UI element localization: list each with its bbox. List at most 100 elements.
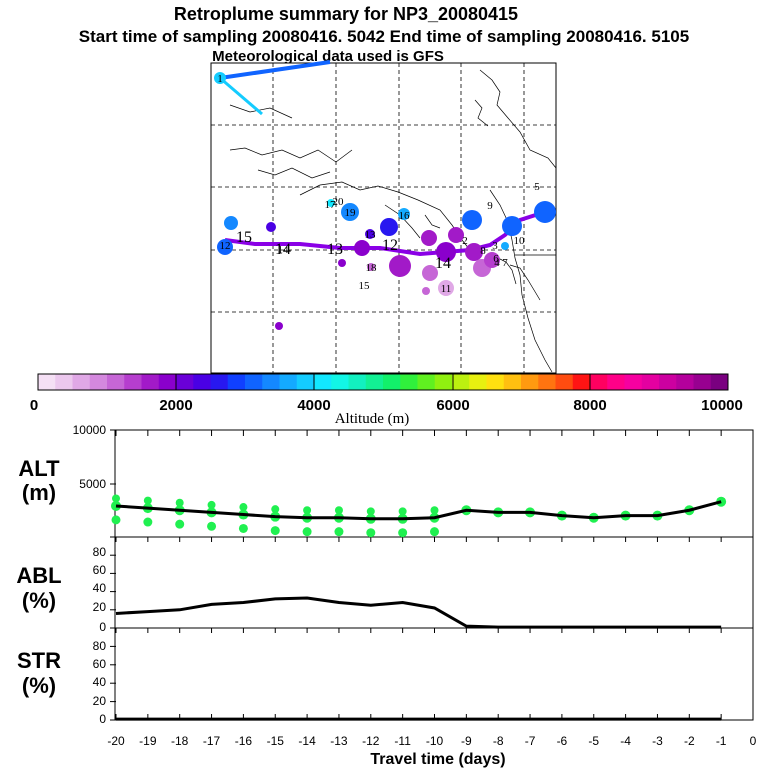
plume-label: 14 — [278, 244, 290, 256]
x-axis-tick-labels: -20 -19 -18 -17 -16 -15 -14 -13 -12 -11 -10 -9 -8 -7-… — [107, 734, 756, 748]
abl-tick-60: 60 — [93, 563, 107, 577]
plume-label: 12 — [220, 240, 231, 252]
colorbar-cell — [348, 374, 367, 390]
alt-tick-5000: 5000 — [79, 477, 106, 491]
plume-label-large: 14 — [435, 255, 451, 272]
alt-dot — [302, 527, 312, 537]
plume-label: 9 — [487, 200, 493, 212]
x-tick-label: -15 — [267, 734, 285, 748]
colorbar-cell — [72, 374, 91, 390]
colorbar-cell — [262, 374, 280, 390]
x-tick-label: -8 — [493, 734, 504, 748]
x-tick-label: -6 — [557, 734, 568, 748]
plume-marker — [275, 322, 283, 330]
x-tick-label: -11 — [394, 734, 411, 748]
x-tick-label: -14 — [298, 734, 316, 748]
alt-dot — [366, 507, 375, 516]
x-tick-label: -19 — [139, 734, 157, 748]
colorbar-cell — [641, 374, 660, 390]
plume-marker — [266, 222, 276, 232]
coastline-outlines — [229, 69, 557, 373]
alt-dot — [207, 521, 217, 531]
plume-marker — [462, 210, 482, 230]
plume-label: 8 — [480, 245, 486, 257]
alt-dot — [334, 527, 344, 537]
x-tick-label: -12 — [362, 734, 380, 748]
plume-marker — [341, 203, 359, 221]
plume-marker — [502, 216, 522, 236]
alt-dot — [270, 526, 280, 536]
alt-series-line — [115, 500, 722, 521]
colorbar-cell — [296, 374, 315, 390]
plume-label: 7 — [502, 257, 508, 269]
abl-tick-20: 20 — [93, 600, 107, 614]
plume-marker — [465, 243, 483, 261]
colorbar-cell — [365, 374, 384, 390]
plume-label: 16 — [399, 210, 411, 222]
alt-dot — [112, 494, 120, 503]
alt-unit: (m) — [22, 480, 56, 505]
colorbar-cell — [124, 374, 142, 390]
title-line-2: Start time of sampling 20080416. 5042 En… — [79, 27, 689, 46]
x-tick-label: -3 — [652, 734, 663, 748]
colorbar-cell — [538, 374, 556, 390]
plume-marker — [422, 287, 430, 295]
plume-label-large: 14 — [275, 241, 291, 258]
colorbar-cell — [452, 374, 470, 390]
colorbar-cell — [676, 374, 694, 390]
colorbar-cell — [590, 374, 608, 390]
str-unit: (%) — [22, 673, 56, 698]
colorbar-label: Altitude (m) — [335, 411, 410, 427]
str-tick-40: 40 — [93, 675, 107, 689]
x-tick-label: -9 — [461, 734, 472, 748]
colorbar-tick-6000: 6000 — [436, 397, 469, 414]
colorbar-cell — [55, 374, 73, 390]
alt-dot — [175, 498, 184, 507]
x-tick-label: -10 — [426, 734, 444, 748]
colorbar-tick-4000: 4000 — [297, 397, 330, 414]
x-tick-label: -7 — [525, 734, 536, 748]
plume-label: 17 — [325, 199, 337, 211]
plume-marker — [534, 201, 556, 223]
colorbar-cell — [210, 374, 229, 390]
x-tick-label: -4 — [620, 734, 631, 748]
plume-marker — [354, 240, 370, 256]
alt-dot — [111, 515, 121, 525]
colorbar-cell — [314, 374, 332, 390]
plume-marker — [448, 227, 464, 243]
colorbar-cell — [572, 374, 591, 390]
str-tick-80: 80 — [93, 639, 107, 653]
plume-marker — [380, 218, 398, 236]
abl-tick-0: 0 — [99, 620, 106, 634]
colorbar-cell — [176, 374, 194, 390]
x-axis-title: Travel time (days) — [370, 751, 505, 768]
colorbar-cell — [503, 374, 522, 390]
colorbar-cell — [469, 374, 487, 390]
plume-label: 15 — [359, 280, 371, 292]
str-tick-60: 60 — [93, 657, 107, 671]
colorbar-cell — [89, 374, 108, 390]
alt-dot — [271, 505, 280, 514]
x-tick-label: -2 — [684, 734, 695, 748]
plume-marker — [389, 255, 411, 277]
plume-marker — [484, 252, 500, 268]
map-frame — [210, 62, 557, 374]
colorbar-cell — [710, 374, 729, 390]
plume-marker — [365, 229, 375, 239]
plume-label: 19 — [345, 207, 357, 219]
x-tick-label: -5 — [588, 734, 599, 748]
alt-dot — [366, 528, 376, 538]
plume-marker — [224, 216, 238, 230]
colorbar-tick-10000: 10000 — [701, 397, 743, 414]
x-tick-label: 0 — [750, 734, 757, 748]
plume-label: 2 — [462, 235, 468, 247]
title-line-1: Retroplume summary for NP3_20080415 — [174, 4, 518, 24]
trajectory-segment-cyan — [219, 76, 263, 116]
colorbar-cell — [38, 374, 56, 390]
colorbar-cell — [107, 374, 125, 390]
colorbar-cell — [245, 374, 263, 390]
plume-label: 4 — [494, 257, 500, 269]
alt-dot — [430, 527, 439, 537]
colorbar-cell — [193, 374, 211, 390]
